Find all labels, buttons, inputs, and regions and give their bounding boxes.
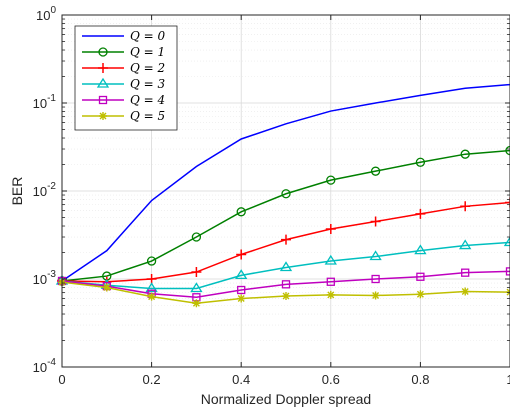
- y-tick-label: 10-1: [33, 93, 57, 111]
- data-point: [371, 274, 380, 284]
- data-point: [370, 166, 381, 176]
- y-tick-base: 10: [33, 184, 47, 199]
- series-line: [61, 83, 510, 282]
- legend-label: Q = 4: [130, 93, 165, 107]
- data-point: [326, 290, 335, 299]
- data-point: [192, 299, 201, 308]
- x-tick-label: 0.2: [143, 372, 161, 387]
- x-tick-label: 0.8: [411, 372, 429, 387]
- data-point: [236, 207, 246, 217]
- series-line: [61, 241, 510, 290]
- data-point: [237, 294, 246, 303]
- data-point: [281, 189, 291, 199]
- data-point: [369, 250, 382, 261]
- data-point: [324, 254, 337, 265]
- x-tick-label: 0.4: [232, 372, 250, 387]
- legend-item: Q = 3: [82, 77, 166, 91]
- x-tick-label: 0: [58, 372, 65, 387]
- x-axis-label: Normalized Doppler spread: [201, 391, 371, 407]
- legend-items: Q = 0 Q = 1 Q = 2 Q = 3 Q = 4 Q = 5: [82, 29, 166, 123]
- legend-marker: [96, 77, 110, 88]
- data-point: [415, 208, 426, 219]
- data-point: [325, 223, 336, 234]
- data-point: [370, 216, 381, 227]
- data-point: [191, 232, 202, 242]
- data-point: [145, 282, 158, 293]
- legend-item: Q = 4: [82, 93, 165, 107]
- legend-item: Q = 5: [82, 109, 165, 123]
- legend-marker: [99, 112, 107, 120]
- data-point: [326, 277, 335, 286]
- series-3: [55, 236, 510, 293]
- data-point: [460, 149, 470, 159]
- legend-box: [74, 25, 178, 131]
- y-tick-exponent: -2: [47, 181, 56, 192]
- data-point: [236, 249, 247, 260]
- legend-label: Q = 5: [130, 109, 165, 123]
- series-0: [61, 83, 510, 282]
- data-point: [326, 175, 336, 185]
- data-point: [503, 236, 510, 247]
- legend-item: Q = 1: [82, 45, 165, 59]
- legend-item: Q = 0: [82, 29, 166, 43]
- data-point: [415, 157, 426, 167]
- legend-marker: [98, 47, 108, 57]
- data-point: [461, 268, 470, 277]
- y-tick-exponent: -4: [47, 357, 56, 368]
- data-point: [190, 282, 203, 293]
- data-point: [460, 201, 471, 212]
- data-point: [282, 292, 290, 301]
- x-tick-labels: 0 0.2 0.4 0.6 0.8 1: [58, 372, 510, 387]
- series-line: [61, 270, 510, 299]
- y-tick-label: 10-2: [33, 181, 57, 199]
- data-point: [371, 291, 380, 300]
- data-point: [461, 287, 470, 296]
- legend: Q = 0 Q = 1 Q = 2 Q = 3 Q = 4 Q = 5: [74, 25, 178, 131]
- x-tick-label: 0.6: [322, 372, 340, 387]
- series-layer: [55, 83, 510, 308]
- x-tick-label: 1: [506, 372, 510, 387]
- y-tick-base: 10: [33, 272, 47, 287]
- data-point: [279, 261, 293, 272]
- data-point: [147, 292, 156, 301]
- legend-label: Q = 3: [130, 77, 166, 91]
- y-tick-label: 10-4: [33, 357, 57, 375]
- data-point: [505, 197, 510, 208]
- data-point: [505, 145, 510, 156]
- data-point: [414, 244, 427, 255]
- y-tick-label: 100: [36, 5, 56, 23]
- data-point: [281, 280, 291, 289]
- legend-label: Q = 1: [130, 45, 165, 59]
- legend-item: Q = 2: [82, 61, 165, 75]
- series-5: [58, 278, 510, 308]
- data-point: [416, 290, 425, 299]
- y-axis-label: BER: [9, 177, 25, 206]
- legend-marker: [98, 63, 108, 73]
- y-tick-base: 10: [36, 8, 50, 23]
- data-point: [281, 234, 291, 245]
- series-line: [61, 149, 510, 282]
- data-point: [416, 272, 425, 281]
- y-tick-exponent: -1: [47, 93, 56, 104]
- legend-label: Q = 2: [130, 61, 165, 75]
- data-point: [459, 239, 472, 250]
- data-point: [505, 267, 510, 276]
- data-point: [102, 283, 111, 292]
- data-point: [237, 285, 246, 295]
- data-point: [191, 267, 202, 278]
- legend-label: Q = 0: [130, 29, 166, 43]
- y-tick-exponent: 0: [50, 5, 56, 16]
- y-tick-base: 10: [33, 360, 47, 375]
- y-tick-label: 10-3: [33, 269, 57, 287]
- legend-marker: [98, 95, 108, 105]
- y-tick-base: 10: [33, 96, 47, 111]
- data-point: [235, 269, 248, 280]
- data-point: [146, 256, 157, 266]
- y-tick-exponent: -3: [47, 269, 56, 280]
